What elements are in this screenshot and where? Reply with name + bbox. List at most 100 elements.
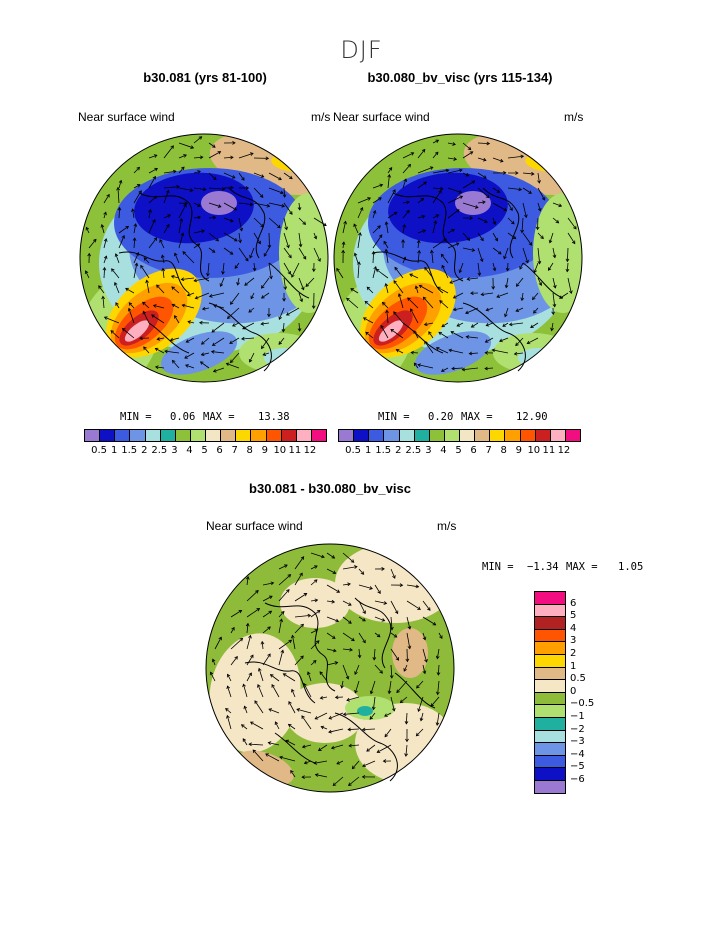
panel1-colorbar-swatch	[296, 430, 312, 441]
panel3-tick-label: 0.5	[570, 673, 586, 685]
panel1-colorbar-swatch	[266, 430, 282, 441]
panel2-colorbar-swatch	[384, 430, 400, 441]
panel3-tick-label: 5	[570, 610, 577, 622]
panel3-colorbar	[534, 591, 566, 794]
panel1-colorbar-swatch	[221, 430, 237, 441]
panel2-colorbar-swatch	[429, 430, 445, 441]
panel2-colorbar-tick-label: 8	[500, 445, 507, 456]
field-region	[378, 320, 404, 342]
panel1-colorbar-tick-label: 1.5	[121, 445, 138, 456]
panel3-colorbar-swatch	[535, 667, 565, 681]
panel2-colorbar-tick-label: 9	[515, 445, 522, 456]
panel1-colorbar-swatch	[100, 430, 116, 441]
panel1-colorbar-swatch	[251, 430, 267, 441]
panel2-colorbar-swatch	[460, 430, 476, 441]
panel3-tick-label: 1	[570, 660, 577, 672]
panel2-colorbar-swatch	[535, 430, 551, 441]
panel2-left-label: Near surface wind	[333, 110, 430, 124]
wind-vectors	[209, 552, 443, 787]
panel3-colorbar-swatch	[535, 755, 565, 769]
panel2-colorbar-tick-label: 0.5	[345, 445, 362, 456]
panel2-min-value: 0.20	[428, 411, 454, 423]
panel2-colorbar-swatch	[444, 430, 460, 441]
field-region	[264, 348, 304, 368]
field-region	[518, 348, 558, 368]
panel1-colorbar-swatch	[281, 430, 297, 441]
panel3-colorbar-swatch	[535, 743, 565, 756]
panel3-unit-label: m/s	[437, 519, 457, 533]
panel3-colorbar-swatch	[535, 629, 565, 643]
panel2-colorbar-swatch	[399, 430, 415, 441]
panel2-colorbar-tick-label: 3	[425, 445, 432, 456]
panel2-colorbar-swatch	[414, 430, 430, 441]
panel1-colorbar-tick-label: 0.5	[91, 445, 108, 456]
panel2-colorbar-swatch	[505, 430, 521, 441]
panel1-colorbar-swatch	[190, 430, 206, 441]
panel1-colorbar-swatch	[85, 430, 101, 441]
panel3-colorbar-swatch	[535, 705, 565, 718]
panel1-colorbar-tick-label: 7	[231, 445, 238, 456]
panel1-title: b30.081 (yrs 81-100)	[143, 70, 267, 85]
panel3-tick-label: −1	[570, 711, 585, 722]
field-region	[280, 578, 350, 628]
panel1-colorbar	[84, 429, 327, 442]
panel2-polar-map	[333, 133, 583, 383]
panel3-max-value: 1.05	[618, 561, 644, 573]
panel1-colorbar-swatch	[115, 430, 131, 441]
panel3-tick-label: 6	[570, 597, 577, 609]
panel1-colorbar-tick-label: 10	[273, 445, 287, 456]
panel2-colorbar-tick-label: 7	[485, 445, 492, 456]
panel1-colorbar-tick-label: 2.5	[151, 445, 168, 456]
wind-difference-field	[206, 544, 454, 792]
field-region	[414, 331, 492, 375]
panel1-colorbar-tick-label: 5	[201, 445, 208, 456]
panel2-max-value: 12.90	[516, 411, 548, 423]
field-region	[335, 544, 454, 623]
panel3-colorbar-swatch	[535, 692, 565, 706]
panel1-polar-map	[79, 133, 329, 383]
panel3-polar-map	[205, 543, 455, 793]
panel1-max-label: MAX =	[203, 411, 235, 423]
panel2-colorbar-tick-label: 12	[557, 445, 571, 456]
wind-vectors	[336, 139, 577, 372]
map-boundary	[205, 543, 455, 793]
panel2-colorbar	[338, 429, 581, 442]
panel1-colorbar-tick-label: 6	[216, 445, 223, 456]
panel3-colorbar-swatch	[535, 604, 565, 618]
panel1-colorbar-tick-label: 8	[246, 445, 253, 456]
panel2-colorbar-swatch	[550, 430, 566, 441]
field-region	[388, 172, 508, 244]
panel3-tick-label: −5	[570, 761, 585, 773]
panel2-colorbar-tick-label: 10	[527, 445, 541, 456]
panel2-colorbar-swatch	[490, 430, 506, 441]
panel1-max-value: 13.38	[258, 411, 290, 423]
panel1-min-label: MIN =	[120, 411, 152, 423]
panel1-colorbar-swatch	[206, 430, 222, 441]
panel3-colorbar-swatch	[535, 654, 565, 668]
panel3-colorbar-swatch	[535, 730, 565, 744]
panel2-colorbar-tick-label: 1.5	[375, 445, 392, 456]
panel3-colorbar-swatch	[535, 717, 565, 731]
panel1-colorbar-tick-label: 4	[186, 445, 193, 456]
coastlines	[372, 187, 564, 372]
field-region	[134, 172, 254, 244]
field-region	[357, 706, 373, 716]
panel2-colorbar-swatch	[339, 430, 355, 441]
panel3-tick-label: 3	[570, 635, 577, 647]
panel2-colorbar-swatch	[354, 430, 370, 441]
panel2-unit-label: m/s	[564, 110, 584, 124]
panel3-colorbar-swatch	[535, 768, 565, 781]
panel3-colorbar-swatch	[535, 617, 565, 630]
field-region	[533, 193, 582, 313]
season-title: DJF	[340, 36, 383, 64]
panel2-colorbar-tick-label: 1	[364, 445, 372, 456]
panel3-title: b30.081 - b30.080_bv_visc	[249, 481, 411, 496]
field-region	[285, 683, 365, 743]
coastlines	[118, 187, 310, 372]
map-boundary	[333, 133, 583, 383]
panel3-left-label: Near surface wind	[206, 519, 303, 533]
wind-speed-field	[80, 134, 328, 382]
panel3-colorbar-ticks: 6 5 4 3 2 1 0.5 0 −0.5 −1 −2 −3 −4 −5 −6	[570, 591, 610, 796]
panel1-left-label: Near surface wind	[78, 110, 175, 124]
panel3-colorbar-swatch	[535, 780, 565, 793]
